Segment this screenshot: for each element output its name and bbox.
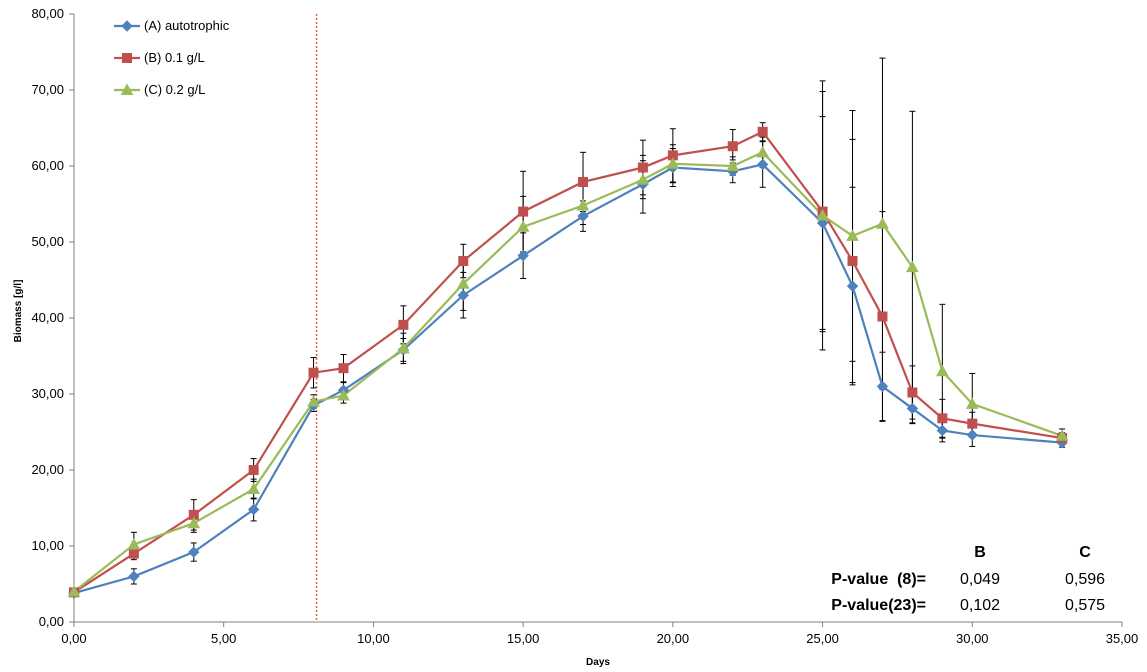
legend-marker-diamond <box>121 20 133 32</box>
p-value-row-value-c: 0,596 <box>1065 571 1105 588</box>
p-value-table: B C P-value (8)= 0,049 0,596 P-value(23)… <box>831 544 1105 614</box>
data-point-square <box>847 256 858 266</box>
x-tick-label: 25,00 <box>806 631 839 646</box>
data-point-square <box>248 465 259 475</box>
legend-marker-triangle <box>120 83 134 95</box>
data-point-diamond <box>756 158 769 171</box>
data-point-triangle <box>906 260 919 273</box>
x-axis-title: Days <box>586 657 610 668</box>
data-point-diamond <box>247 503 260 516</box>
data-point-square <box>458 256 469 266</box>
data-point-diamond <box>966 429 978 441</box>
data-point-diamond <box>936 424 949 437</box>
data-point-diamond <box>128 570 140 583</box>
p-value-row-label: P-value (8)= <box>831 571 926 588</box>
p-value-header-b: B <box>974 544 986 561</box>
y-tick-label: 30,00 <box>31 386 64 401</box>
series-line-triangle <box>73 150 1063 593</box>
legend-label: (B) 0.1 g/L <box>144 50 205 65</box>
data-point-triangle <box>456 277 470 289</box>
data-point-triangle <box>846 229 859 241</box>
p-value-row-value-b: 0,102 <box>960 597 1000 614</box>
data-point-triangle <box>756 145 770 158</box>
data-point-triangle <box>726 159 740 171</box>
data-point-triangle <box>935 364 949 377</box>
x-tick-label: 20,00 <box>657 631 690 646</box>
data-point-square <box>338 363 349 374</box>
data-point-square <box>308 367 319 378</box>
data-point-diamond <box>876 380 889 393</box>
y-tick-label: 40,00 <box>31 310 64 325</box>
y-tick-label: 60,00 <box>31 158 64 173</box>
legend-entry: (B) 0.1 g/L <box>114 50 205 65</box>
data-point-triangle <box>337 388 350 401</box>
legend-label: (A) autotrophic <box>144 18 230 33</box>
data-point-diamond <box>188 546 200 558</box>
p-value-row-label: P-value(23)= <box>831 597 926 614</box>
series-markers <box>67 126 1069 599</box>
legend: (A) autotrophic (B) 0.1 g/L (C) 0.2 g/L <box>114 18 230 97</box>
data-point-triangle <box>636 173 650 185</box>
series-line-diamond <box>73 163 1063 595</box>
y-tick-label: 80,00 <box>31 6 64 21</box>
legend-marker-square <box>122 53 132 63</box>
x-tick-label: 5,00 <box>211 631 236 646</box>
data-point-triangle <box>247 482 261 494</box>
data-point-triangle <box>576 198 590 211</box>
legend-entry: (A) autotrophic <box>114 18 230 33</box>
p-value-row-value-c: 0,575 <box>1065 597 1105 614</box>
data-point-triangle <box>307 395 320 407</box>
data-point-triangle <box>666 157 680 169</box>
y-tick-label: 10,00 <box>31 538 64 553</box>
p-value-header-c: C <box>1079 544 1091 561</box>
p-value-row-value-b: 0,049 <box>960 571 1000 588</box>
y-tick-label: 0,00 <box>39 614 64 629</box>
data-point-diamond <box>457 289 469 301</box>
data-point-triangle <box>67 585 81 597</box>
series-lines <box>73 130 1063 595</box>
data-point-triangle <box>187 516 201 529</box>
y-tick-label: 20,00 <box>31 462 64 477</box>
data-point-square <box>578 176 589 187</box>
data-point-square <box>128 548 139 559</box>
x-tick-label: 35,00 <box>1106 631 1139 646</box>
data-point-square <box>637 162 648 173</box>
data-point-square <box>907 387 918 398</box>
data-point-triangle <box>516 220 530 232</box>
data-point-square <box>727 141 738 152</box>
axes: 0,00 10,00 20,00 30,00 40,00 50,00 60,00 70,00 8… <box>31 6 1138 646</box>
x-tick-label: 0,00 <box>61 631 86 646</box>
data-point-diamond <box>906 402 919 415</box>
data-point-triangle <box>397 341 410 354</box>
data-point-diamond <box>577 210 589 222</box>
data-point-square <box>757 126 768 137</box>
y-axis-title: Biomass [g/l] <box>13 280 24 343</box>
x-tick-label: 10,00 <box>357 631 390 646</box>
y-tick-label: 50,00 <box>31 234 64 249</box>
legend-label: (C) 0.2 g/L <box>144 82 205 97</box>
data-point-diamond <box>517 249 529 262</box>
data-point-triangle <box>816 208 829 221</box>
series-line-square <box>73 130 1063 594</box>
data-point-square <box>877 311 888 322</box>
data-point-diamond <box>846 280 859 292</box>
data-point-square <box>398 319 409 330</box>
data-point-triangle <box>1055 429 1069 441</box>
data-point-triangle <box>876 217 889 229</box>
data-point-square <box>518 206 529 217</box>
legend-entry: (C) 0.2 g/L <box>114 82 205 97</box>
data-point-triangle <box>965 397 979 409</box>
x-tick-label: 30,00 <box>956 631 989 646</box>
data-point-triangle <box>127 537 141 550</box>
error-bars <box>71 57 1066 596</box>
y-tick-label: 70,00 <box>31 82 64 97</box>
x-tick-label: 15,00 <box>507 631 540 646</box>
data-point-square <box>937 413 948 424</box>
data-point-diamond <box>816 217 829 229</box>
data-point-square <box>967 418 978 429</box>
